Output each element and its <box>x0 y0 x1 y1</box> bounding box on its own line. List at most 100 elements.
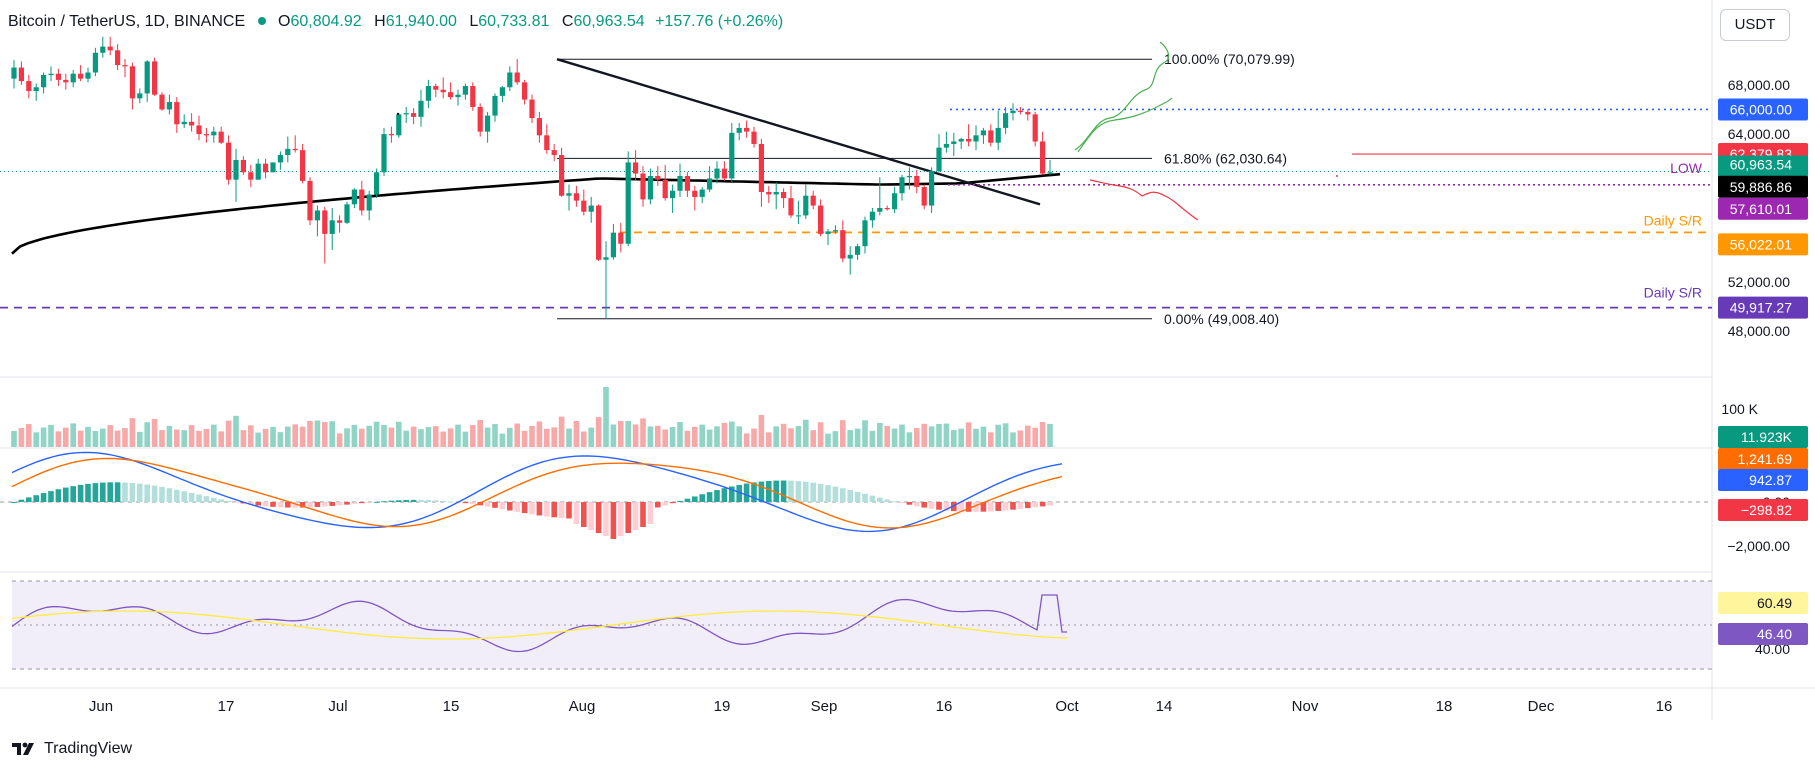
macd-histogram-bar <box>573 502 580 524</box>
volume-bar <box>129 418 136 447</box>
currency-button[interactable]: USDT <box>1720 9 1790 41</box>
open-label: O <box>278 13 291 30</box>
candle-body <box>396 114 402 136</box>
volume-bar <box>862 420 868 447</box>
volume-bar <box>817 422 824 447</box>
macd-histogram-bar <box>18 499 25 502</box>
macd-histogram-bar <box>640 502 646 527</box>
macd-histogram-bar <box>373 501 380 503</box>
candle-body <box>551 150 557 156</box>
candle-body <box>78 73 84 79</box>
candle-body <box>433 86 439 90</box>
macd-histogram-bar <box>174 489 180 502</box>
volume-bar <box>492 424 498 447</box>
time-axis-tick: Jul <box>328 698 347 715</box>
price-tag-label: 942.87 <box>1749 472 1792 488</box>
candle-body <box>781 192 787 199</box>
volume-bar <box>499 433 506 447</box>
candle-body <box>699 189 705 197</box>
macd-histogram-bar <box>891 501 898 503</box>
candle-body <box>566 193 572 196</box>
macd-histogram-bar <box>706 492 713 502</box>
macd-histogram-bar <box>980 502 987 512</box>
macd-histogram-bar <box>92 483 99 502</box>
candle-body <box>581 200 587 212</box>
candle-body <box>344 204 350 223</box>
candle-body <box>85 72 91 79</box>
volume-bar <box>233 415 239 447</box>
candle-body <box>381 134 387 173</box>
price-tag-bg <box>1718 98 1808 121</box>
macd-histogram-bar <box>655 502 661 508</box>
volume-bar <box>322 422 328 447</box>
symbol-title[interactable]: Bitcoin / TetherUS, 1D, BINANCE <box>8 13 246 30</box>
volume-bar <box>1039 421 1046 447</box>
candle-body <box>855 246 861 255</box>
candle-body <box>159 94 165 110</box>
volume-bar <box>33 432 39 447</box>
macd-histogram-bar <box>255 502 261 506</box>
volume-bar <box>610 424 617 447</box>
macd-histogram-bar <box>684 498 691 502</box>
candle-body <box>100 46 106 53</box>
macd-histogram-bar <box>77 484 84 502</box>
volume-bar <box>262 428 269 447</box>
macd-histogram-bar <box>396 500 402 502</box>
volume-bar <box>1047 423 1053 447</box>
volume-bar <box>484 427 491 447</box>
macd-histogram-bar <box>314 502 321 507</box>
volume-bar <box>655 425 661 447</box>
volume-bar <box>840 420 846 447</box>
volume-bar <box>85 426 91 447</box>
volume-bar <box>159 430 165 447</box>
volume-bar <box>825 433 831 447</box>
macd-histogram-bar <box>403 500 409 502</box>
macd-histogram-bar <box>965 502 972 512</box>
descending-trendline <box>556 58 1041 206</box>
candle-body <box>166 102 172 110</box>
volume-bar <box>581 431 587 447</box>
volume-bar <box>514 423 520 447</box>
candle-body <box>388 134 394 136</box>
macd-histogram-bar <box>581 502 587 527</box>
macd-histogram-bar <box>743 483 750 502</box>
macd-line <box>11 451 1063 533</box>
macd-histogram-bar <box>55 489 62 502</box>
candle-body <box>374 172 380 195</box>
volume-bar <box>906 432 913 447</box>
rsi-ma-line <box>11 610 1068 640</box>
volume-bar <box>137 431 143 447</box>
macd-histogram-bar <box>928 502 935 509</box>
symbol-legend[interactable]: Bitcoin / TetherUS, 1D, BINANCE O60,804.… <box>8 13 783 31</box>
volume-bar <box>344 428 350 447</box>
candle-body <box>477 106 483 132</box>
volume-bar <box>891 428 898 447</box>
tradingview-brand[interactable]: TradingView <box>12 740 132 758</box>
candle-body <box>240 159 246 173</box>
macd-histogram-bar <box>869 495 876 502</box>
macd-histogram-bar <box>410 499 417 502</box>
candle-body <box>943 143 949 148</box>
volume-bar <box>48 424 54 447</box>
volume-bar <box>336 433 343 447</box>
candle-body <box>573 193 579 201</box>
candle-body <box>951 141 957 144</box>
volume-bar <box>854 428 861 447</box>
candle-body <box>107 46 113 51</box>
candle-body <box>507 72 513 88</box>
candle-body <box>115 50 121 66</box>
candle-body <box>869 211 875 221</box>
price-axis-tick: 48,000.00 <box>1728 323 1790 339</box>
macd-histogram-bar <box>366 502 372 503</box>
candle-body <box>18 67 24 82</box>
volume-bar <box>603 387 609 447</box>
volume-bar <box>810 430 816 447</box>
volume-bar <box>558 416 565 447</box>
macd-histogram-bar <box>33 495 39 502</box>
volume-bar <box>470 425 476 447</box>
candle-body <box>122 65 128 67</box>
macd-histogram-bar <box>884 499 890 502</box>
macd-histogram-bar <box>336 502 343 506</box>
candle-body <box>329 220 335 234</box>
